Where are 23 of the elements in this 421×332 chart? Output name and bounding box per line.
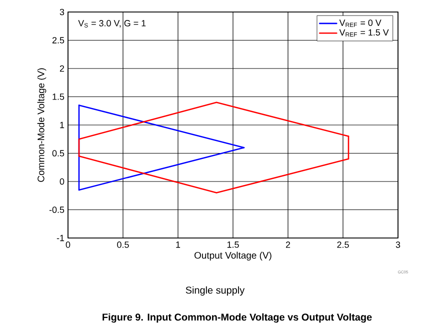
y-tick-label: 3 [60,8,64,16]
x-tick-label: 2.5 [337,242,349,248]
x-tick-label: 1.5 [227,242,239,248]
y-tick-label: -0.5 [49,206,64,213]
y-tick-label: 2 [60,65,64,72]
annotation: V$_{S}$ = 3.0 V, G = 1 [78,20,146,28]
y-tick-label: -1 [56,234,64,242]
x-axis-title: Output Voltage (V) [194,252,272,261]
legend-label: V$_{REF}$ = 0 V [339,20,382,27]
y-tick-label: 2.5 [52,37,64,44]
x-tick-label: 1 [176,242,180,248]
text: Single supply [186,286,245,296]
x-tick-label: 0.5 [117,242,129,248]
legend-label: V$_{REF}$ = 1.5 V [339,29,389,37]
y-tick-label: 1.5 [52,94,64,100]
y-tick-label: 1 [60,122,64,128]
x-tick-label: 3 [396,242,400,248]
y-axis-title: Common-Mode Voltage (V) [37,68,46,182]
x-tick-label: 2 [286,242,290,248]
x-tick-label: 0 [66,242,70,248]
y-tick-label: 0 [60,178,64,185]
text: Figure 9. Input Common-Mode Voltage vs Output Voltage [102,313,372,323]
y-tick-label: 0.5 [52,150,64,156]
